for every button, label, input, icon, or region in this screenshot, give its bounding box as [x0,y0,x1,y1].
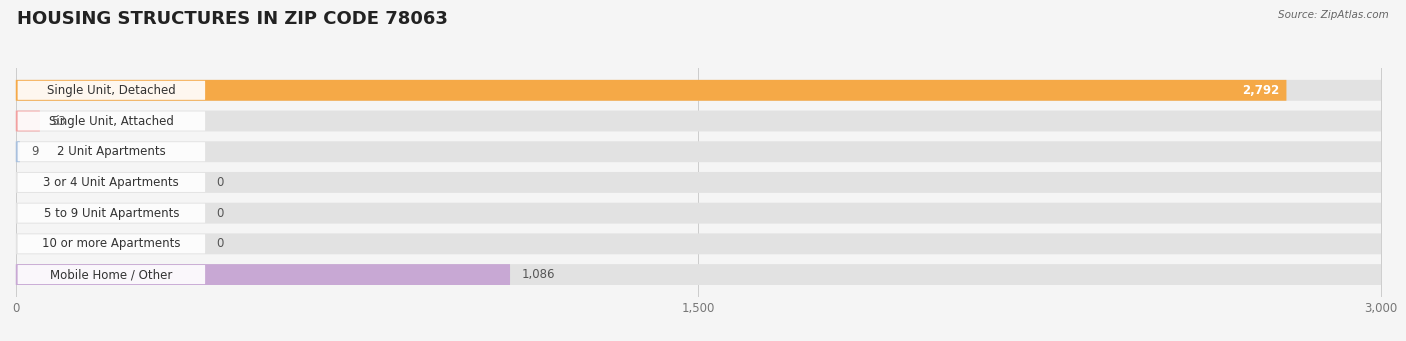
FancyBboxPatch shape [15,233,1381,254]
FancyBboxPatch shape [18,142,205,161]
FancyBboxPatch shape [18,173,205,192]
Text: 3 or 4 Unit Apartments: 3 or 4 Unit Apartments [44,176,179,189]
FancyBboxPatch shape [15,264,1381,285]
Text: 10 or more Apartments: 10 or more Apartments [42,237,180,250]
Text: 0: 0 [217,176,224,189]
FancyBboxPatch shape [18,265,205,284]
Text: 0: 0 [217,207,224,220]
Text: 53: 53 [51,115,66,128]
FancyBboxPatch shape [15,80,1286,101]
FancyBboxPatch shape [15,110,39,132]
Text: 2 Unit Apartments: 2 Unit Apartments [58,145,166,158]
FancyBboxPatch shape [18,81,205,100]
FancyBboxPatch shape [15,80,1381,101]
Text: 5 to 9 Unit Apartments: 5 to 9 Unit Apartments [44,207,179,220]
FancyBboxPatch shape [15,264,510,285]
FancyBboxPatch shape [18,112,205,131]
Text: 9: 9 [31,145,39,158]
FancyBboxPatch shape [15,172,1381,193]
Text: 0: 0 [217,237,224,250]
Text: 2,792: 2,792 [1243,84,1279,97]
Text: 1,086: 1,086 [522,268,555,281]
FancyBboxPatch shape [15,141,20,162]
Text: Single Unit, Attached: Single Unit, Attached [49,115,174,128]
FancyBboxPatch shape [15,141,1381,162]
FancyBboxPatch shape [18,234,205,253]
Text: HOUSING STRUCTURES IN ZIP CODE 78063: HOUSING STRUCTURES IN ZIP CODE 78063 [17,10,447,28]
FancyBboxPatch shape [15,203,1381,224]
Text: Source: ZipAtlas.com: Source: ZipAtlas.com [1278,10,1389,20]
Text: Mobile Home / Other: Mobile Home / Other [51,268,173,281]
Text: Single Unit, Detached: Single Unit, Detached [46,84,176,97]
FancyBboxPatch shape [15,110,1381,132]
FancyBboxPatch shape [18,204,205,223]
